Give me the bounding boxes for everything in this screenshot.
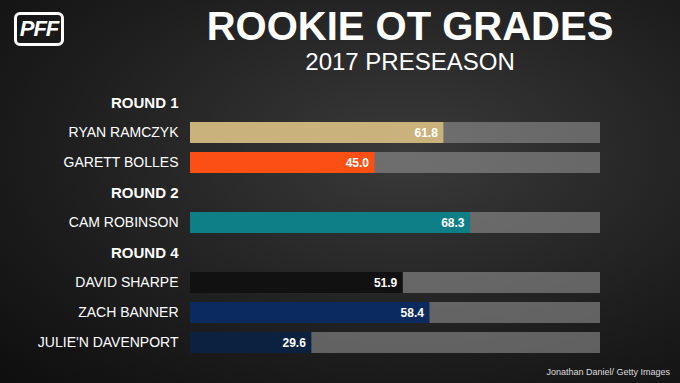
svg-text:45.0: 45.0 bbox=[346, 156, 370, 170]
svg-text:58.4: 58.4 bbox=[401, 306, 425, 320]
svg-text:CAM ROBINSON: CAM ROBINSON bbox=[69, 214, 179, 230]
svg-text:ZACH BANNER: ZACH BANNER bbox=[78, 304, 178, 320]
svg-text:ROUND 4: ROUND 4 bbox=[111, 244, 179, 261]
html-text:ROOKIE OT GRADES: ROOKIE OT GRADES bbox=[206, 4, 614, 48]
html-text:PFF: PFF bbox=[19, 16, 59, 41]
svg-text:68.3: 68.3 bbox=[441, 216, 465, 230]
html-text:Jonathan Daniel/ Getty Images: Jonathan Daniel/ Getty Images bbox=[546, 367, 670, 377]
svg-text:ROUND 1: ROUND 1 bbox=[111, 94, 179, 111]
svg-text:61.8: 61.8 bbox=[415, 126, 439, 140]
svg-text:GARETT BOLLES: GARETT BOLLES bbox=[64, 154, 179, 170]
html-text:2017 PRESEASON: 2017 PRESEASON bbox=[305, 48, 515, 75]
svg-text:29.6: 29.6 bbox=[283, 336, 307, 350]
svg-text:DAVID SHARPE: DAVID SHARPE bbox=[75, 274, 178, 290]
svg-text:JULIE'N DAVENPORT: JULIE'N DAVENPORT bbox=[38, 334, 179, 350]
svg-text:RYAN RAMCZYK: RYAN RAMCZYK bbox=[69, 124, 180, 140]
svg-text:ROUND 2: ROUND 2 bbox=[111, 184, 179, 201]
svg-text:51.9: 51.9 bbox=[374, 276, 398, 290]
